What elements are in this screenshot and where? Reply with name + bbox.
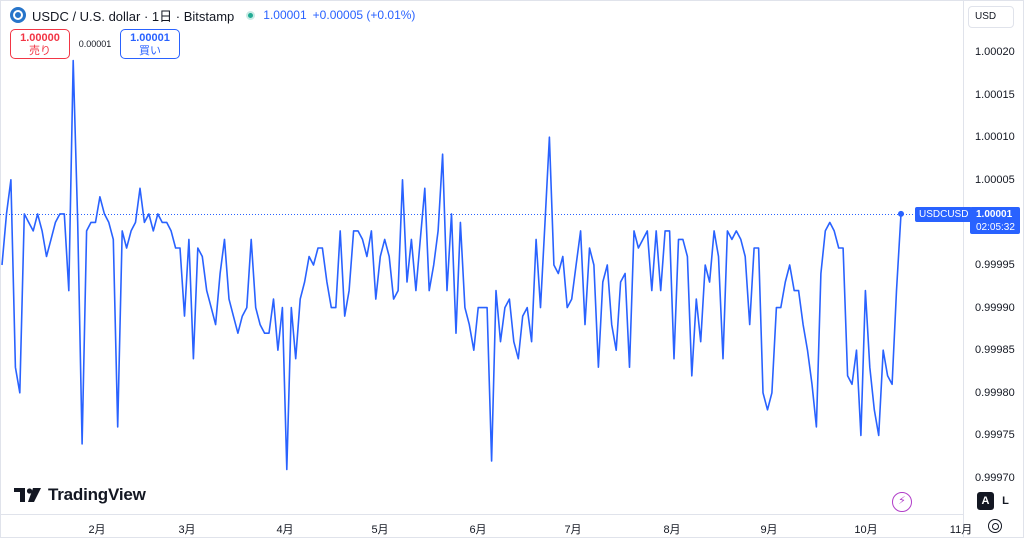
x-tick-label: 6月 <box>469 524 487 536</box>
tradingview-logo[interactable]: TradingView <box>14 485 146 505</box>
trade-panel: 1.00000 売り 0.00001 1.00001 買い <box>10 29 180 59</box>
sell-price: 1.00000 <box>20 32 60 44</box>
currency-select[interactable]: USD <box>968 6 1014 28</box>
x-tick-label: 3月 <box>178 524 196 536</box>
usdc-price-series <box>1 59 902 471</box>
spread-value: 0.00001 <box>78 39 112 49</box>
y-tick-label: 0.99970 <box>975 472 1015 484</box>
tradingview-wordmark: TradingView <box>48 485 146 504</box>
x-tick-label: 4月 <box>276 524 294 536</box>
y-tick-label: 0.99975 <box>975 429 1015 442</box>
bar-countdown: 02:05:32 <box>976 222 1015 233</box>
last-price-marker <box>898 210 904 217</box>
y-tick-label: 0.99985 <box>975 344 1015 357</box>
y-tick-label: 1.00010 <box>975 131 1015 144</box>
chart-header: USDC / U.S. dollar · 1日 · Bitstamp 1.000… <box>10 5 415 25</box>
last-price-label: 1.00001 02:05:32 <box>970 207 1020 234</box>
last-price-value: 1.00001 <box>976 209 1013 220</box>
x-tick-label: 5月 <box>371 524 389 536</box>
buy-price: 1.00001 <box>130 32 170 44</box>
x-tick-label: 10月 <box>854 524 878 536</box>
y-tick-label: 1.00020 <box>975 46 1015 58</box>
x-tick-label: 11月 <box>949 524 973 536</box>
sell-label: 売り <box>29 45 51 57</box>
y-tick-label: 0.99995 <box>975 259 1015 271</box>
y-axis <box>963 0 964 538</box>
sell-button[interactable]: 1.00000 売り <box>10 29 70 59</box>
x-tick-label: 8月 <box>663 524 681 536</box>
x-tick-label: 7月 <box>564 524 582 536</box>
chart-title[interactable]: USDC / U.S. dollar · 1日 · Bitstamp <box>32 8 235 24</box>
x-tick-label: 2月 <box>88 524 106 536</box>
settings-gear-icon[interactable] <box>988 519 1002 533</box>
symbol-price-label: USDCUSD <box>915 207 973 222</box>
market-status-icon[interactable] <box>246 10 256 20</box>
y-tick-label: 1.00015 <box>975 88 1015 101</box>
lightning-icon[interactable]: ⚡ <box>892 492 912 512</box>
log-scale-button[interactable]: L <box>1002 495 1009 507</box>
price-change: +0.00005 (+0.01%) <box>312 8 416 22</box>
buy-label: 買い <box>139 45 161 57</box>
tradingview-mark-icon <box>14 488 41 502</box>
buy-button[interactable]: 1.00001 買い <box>120 29 180 59</box>
usdc-logo-icon <box>10 7 26 23</box>
current-price: 1.00001 <box>263 8 307 22</box>
auto-scale-button[interactable]: A <box>977 492 994 510</box>
y-tick-label: 1.00005 <box>975 173 1015 186</box>
y-tick-label: 0.99980 <box>975 386 1015 399</box>
x-axis <box>0 514 963 515</box>
y-tick-label: 0.99990 <box>975 301 1015 314</box>
x-tick-label: 9月 <box>760 524 778 536</box>
